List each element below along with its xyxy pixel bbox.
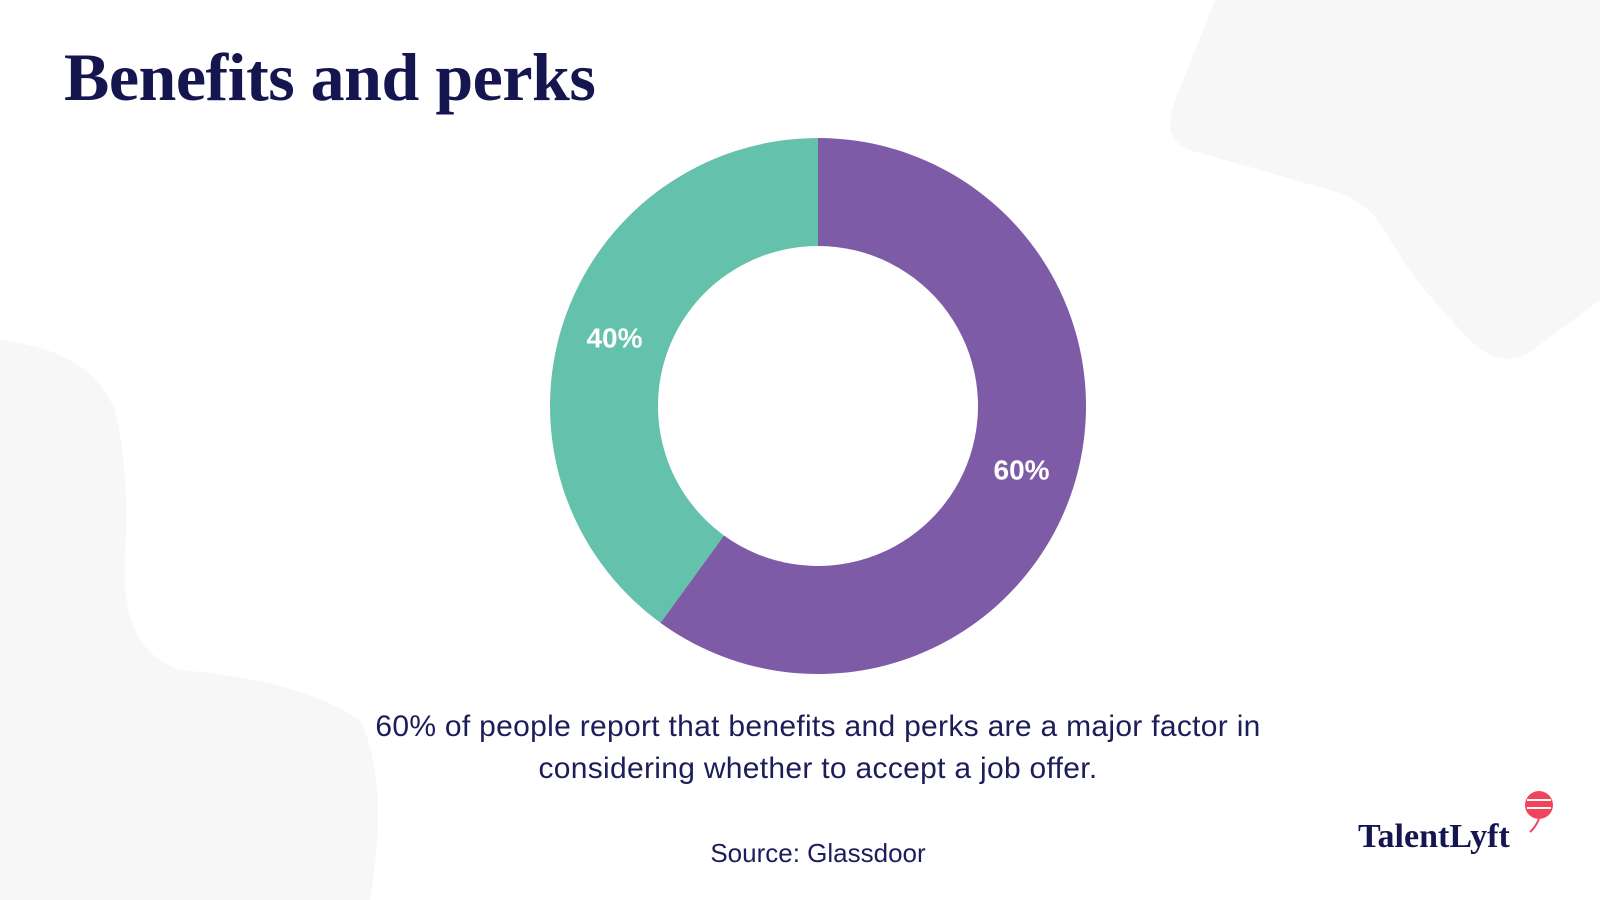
balloon-icon: [1525, 791, 1553, 833]
caption: 60% of people report that benefits and p…: [375, 710, 1261, 785]
value-label: 40%: [586, 322, 642, 353]
wedge: [550, 138, 818, 623]
brand-logo: TalentLyft: [1358, 818, 1510, 855]
wedge: [660, 138, 1086, 674]
chart-title: Benefits and perks: [64, 39, 596, 115]
source: Source: Glassdoor: [710, 838, 926, 868]
background-shape: [0, 340, 378, 900]
value-label: 60%: [994, 455, 1050, 486]
background-shape: [1170, 0, 1600, 359]
